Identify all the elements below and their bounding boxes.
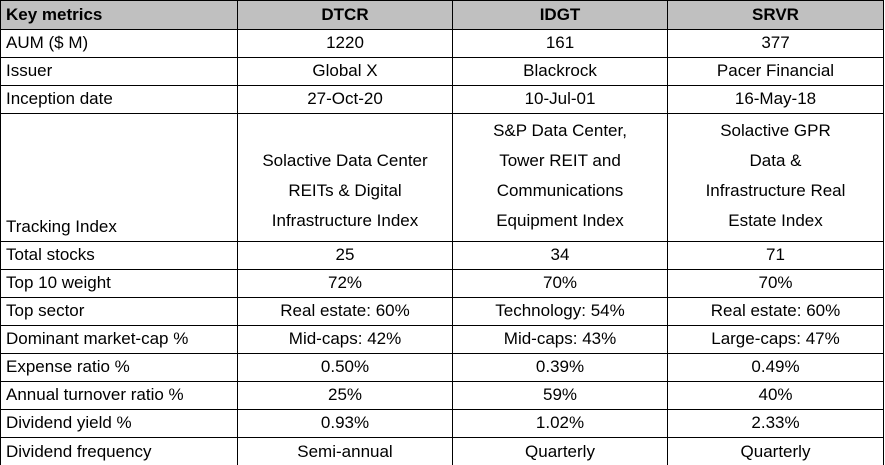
value-srvr: Quarterly [667, 437, 884, 465]
table-row-top-sector: Top sector Real estate: 60% Technology: … [0, 297, 884, 326]
value-dtcr: 72% [237, 269, 453, 298]
row-label: Annual turnover ratio % [0, 381, 238, 410]
value-idgt: 10-Jul-01 [452, 85, 668, 114]
row-label: Expense ratio % [0, 353, 238, 382]
row-label: Dominant market-cap % [0, 325, 238, 354]
value-srvr: 0.49% [667, 353, 884, 382]
value-dtcr: Real estate: 60% [237, 297, 453, 326]
value-dtcr: 25% [237, 381, 453, 410]
value-idgt: 59% [452, 381, 668, 410]
table-row-expense-ratio: Expense ratio % 0.50% 0.39% 0.49% [0, 353, 884, 382]
value-dtcr: 1220 [237, 29, 453, 58]
row-label: Tracking Index [0, 113, 238, 242]
row-label: Top 10 weight [0, 269, 238, 298]
row-label: Inception date [0, 85, 238, 114]
value-srvr: 377 [667, 29, 884, 58]
value-srvr: 16-May-18 [667, 85, 884, 114]
table-row-dividend-yield: Dividend yield % 0.93% 1.02% 2.33% [0, 409, 884, 438]
value-dtcr: 27-Oct-20 [237, 85, 453, 114]
row-label: Issuer [0, 57, 238, 86]
value-srvr: Large-caps: 47% [667, 325, 884, 354]
header-key-metrics: Key metrics [0, 0, 238, 30]
value-srvr: Pacer Financial [667, 57, 884, 86]
row-label: AUM ($ M) [0, 29, 238, 58]
value-srvr: 71 [667, 241, 884, 270]
value-idgt: 34 [452, 241, 668, 270]
row-label: Top sector [0, 297, 238, 326]
header-dtcr: DTCR [237, 0, 453, 30]
table-row-annual-turnover: Annual turnover ratio % 25% 59% 40% [0, 381, 884, 410]
row-label: Dividend frequency [0, 437, 238, 465]
value-idgt: Technology: 54% [452, 297, 668, 326]
value-idgt: 161 [452, 29, 668, 58]
table-row-total-stocks: Total stocks 25 34 71 [0, 241, 884, 270]
value-srvr: Solactive GPR Data & Infrastructure Real… [667, 113, 884, 242]
value-dtcr: Mid-caps: 42% [237, 325, 453, 354]
value-dtcr: 0.93% [237, 409, 453, 438]
header-idgt: IDGT [452, 0, 668, 30]
table-row-dividend-frequency: Dividend frequency Semi-annual Quarterly… [0, 437, 884, 465]
value-idgt: Quarterly [452, 437, 668, 465]
table-row-inception-date: Inception date 27-Oct-20 10-Jul-01 16-Ma… [0, 85, 884, 114]
table-row-issuer: Issuer Global X Blackrock Pacer Financia… [0, 57, 884, 86]
table-row-tracking-index: Tracking Index Solactive Data Center REI… [0, 113, 884, 242]
value-dtcr: Global X [237, 57, 453, 86]
value-dtcr: 25 [237, 241, 453, 270]
value-dtcr: 0.50% [237, 353, 453, 382]
table-header-row: Key metrics DTCR IDGT SRVR [0, 0, 884, 30]
value-dtcr: Solactive Data Center REITs & Digital In… [237, 113, 453, 242]
row-label: Dividend yield % [0, 409, 238, 438]
header-srvr: SRVR [667, 0, 884, 30]
value-idgt: 70% [452, 269, 668, 298]
value-idgt: 0.39% [452, 353, 668, 382]
table-row-aum: AUM ($ M) 1220 161 377 [0, 29, 884, 58]
row-label: Total stocks [0, 241, 238, 270]
table-row-dominant-market-cap: Dominant market-cap % Mid-caps: 42% Mid-… [0, 325, 884, 354]
value-idgt: Mid-caps: 43% [452, 325, 668, 354]
value-dtcr: Semi-annual [237, 437, 453, 465]
value-srvr: 70% [667, 269, 884, 298]
value-idgt: Blackrock [452, 57, 668, 86]
value-srvr: 40% [667, 381, 884, 410]
value-idgt: S&P Data Center, Tower REIT and Communic… [452, 113, 668, 242]
value-idgt: 1.02% [452, 409, 668, 438]
value-srvr: 2.33% [667, 409, 884, 438]
table-row-top10-weight: Top 10 weight 72% 70% 70% [0, 269, 884, 298]
value-srvr: Real estate: 60% [667, 297, 884, 326]
